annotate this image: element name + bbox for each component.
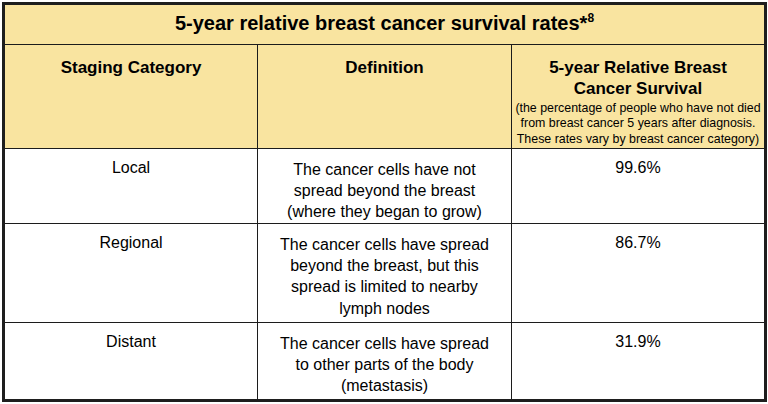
- column-header-label: Staging Category: [18, 57, 244, 78]
- category-cell: Regional: [4, 223, 258, 322]
- definition-cell: The cancer cells have spread beyond the …: [258, 223, 512, 322]
- column-header-staging-category: Staging Category: [4, 45, 258, 149]
- category-cell: Distant: [4, 322, 258, 400]
- definition-text: The cancer cells have not spread beyond …: [276, 159, 494, 223]
- table-title-cell: 5-year relative breast cancer survival r…: [4, 4, 766, 45]
- column-header-note: (the percentage of people who have not d…: [514, 101, 762, 148]
- survival-rate-cell: 31.9%: [512, 322, 766, 400]
- definition-text: The cancer cells have spread to other pa…: [276, 333, 494, 397]
- table-header-row: Staging Category Definition 5-year Relat…: [4, 45, 766, 149]
- column-header-label: Definition: [272, 57, 498, 78]
- column-header-label: 5-year Relative Breast Cancer Survival: [525, 57, 751, 100]
- definition-cell: The cancer cells have spread to other pa…: [258, 322, 512, 400]
- survival-rate-cell: 86.7%: [512, 223, 766, 322]
- survival-rate-cell: 99.6%: [512, 148, 766, 223]
- table-title: 5-year relative breast cancer survival r…: [175, 12, 588, 34]
- definition-cell: The cancer cells have not spread beyond …: [258, 148, 512, 223]
- table-title-row: 5-year relative breast cancer survival r…: [4, 4, 766, 45]
- category-cell: Local: [4, 148, 258, 223]
- table-title-superscript: 8: [587, 11, 594, 25]
- survival-rates-table: 5-year relative breast cancer survival r…: [2, 2, 767, 402]
- column-header-definition: Definition: [258, 45, 512, 149]
- column-header-survival: 5-year Relative Breast Cancer Survival (…: [512, 45, 766, 149]
- table-row-regional: Regional The cancer cells have spread be…: [4, 223, 766, 322]
- definition-text: The cancer cells have spread beyond the …: [276, 234, 494, 319]
- table-row-local: Local The cancer cells have not spread b…: [4, 148, 766, 223]
- table-row-distant: Distant The cancer cells have spread to …: [4, 322, 766, 400]
